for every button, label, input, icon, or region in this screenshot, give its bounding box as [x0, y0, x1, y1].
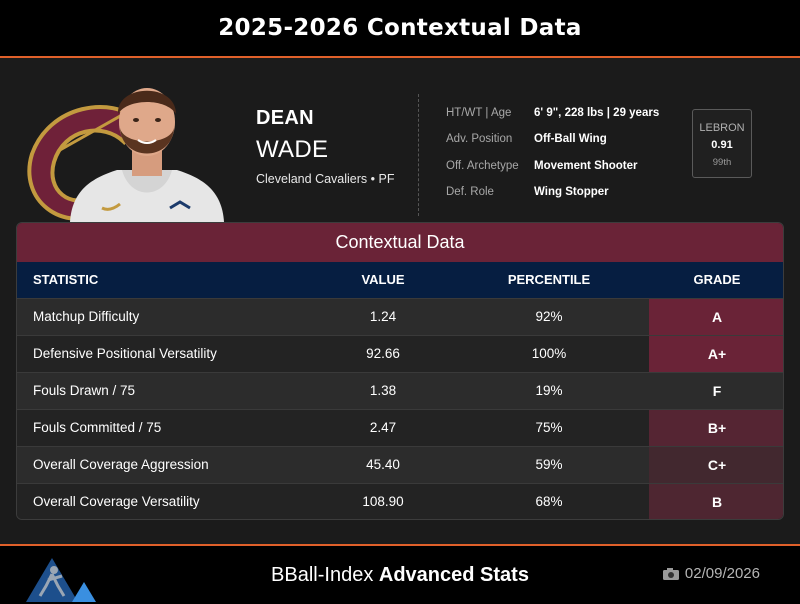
attr-value: 6' 9", 228 lbs | 29 years [534, 107, 660, 120]
brand-suffix: Advanced Stats [378, 564, 529, 586]
stats-table: STATISTIC VALUE PERCENTILE GRADE Matchup… [17, 262, 783, 519]
value-cell: 1.24 [369, 309, 397, 324]
card-title: Contextual Data [17, 223, 783, 262]
attr-value: Off-Ball Wing [534, 133, 607, 146]
percentile-cell: 92% [535, 309, 563, 324]
attr-row-def-role: Def. Role Wing Stopper [446, 179, 659, 205]
player-first-name: DEAN [256, 107, 314, 129]
table-row: Matchup Difficulty 1.24 92% A [17, 298, 783, 335]
table-row: Overall Coverage Versatility 108.90 68% … [17, 483, 783, 519]
grade-cell: B [649, 483, 783, 519]
percentile-cell: 75% [535, 420, 563, 435]
camera-icon [662, 567, 679, 580]
contextual-data-card: Contextual Data STATISTIC VALUE PERCENTI… [16, 222, 784, 520]
attr-value: Wing Stopper [534, 186, 609, 199]
table-row: Defensive Positional Versatility 92.66 1… [17, 335, 783, 372]
lebron-badge: LEBRON 0.91 99th [692, 109, 752, 178]
grade-cell: A+ [649, 335, 783, 372]
column-header-percentile: PERCENTILE [507, 272, 591, 288]
bball-index-logo-icon [26, 558, 96, 602]
attr-label: Adv. Position [446, 133, 513, 146]
value-cell: 1.38 [369, 383, 397, 398]
header-divider [418, 94, 419, 216]
table-row: Overall Coverage Aggression 45.40 59% C+ [17, 446, 783, 483]
percentile-cell: 68% [535, 494, 563, 510]
column-header-value: VALUE [361, 272, 405, 288]
attr-label: HT/WT | Age [446, 107, 512, 120]
statistic-cell: Overall Coverage Aggression [33, 457, 209, 472]
date-stamp: 02/09/2026 [662, 565, 760, 582]
attr-row-off-archetype: Off. Archetype Movement Shooter [446, 153, 659, 179]
attr-row-adv-position: Adv. Position Off-Ball Wing [446, 126, 659, 152]
statistic-cell: Fouls Committed / 75 [33, 420, 162, 435]
column-header-grade: GRADE [693, 272, 741, 288]
statistic-cell: Overall Coverage Versatility [33, 494, 200, 510]
attr-value: Movement Shooter [534, 159, 638, 172]
table-header-row: STATISTIC VALUE PERCENTILE GRADE [17, 262, 783, 298]
statistic-cell: Defensive Positional Versatility [33, 346, 217, 361]
value-cell: 2.47 [369, 420, 397, 435]
table-row: Fouls Drawn / 75 1.38 19% F [17, 372, 783, 409]
date-text: 02/09/2026 [684, 565, 760, 582]
grade-cell: F [649, 372, 783, 409]
value-cell: 108.90 [362, 494, 404, 510]
player-attributes: HT/WT | Age 6' 9", 228 lbs | 29 years Ad… [446, 100, 659, 205]
team-position: Cleveland Cavaliers • PF [256, 172, 395, 186]
top-bar: 2025-2026 Contextual Data [0, 0, 800, 58]
page-title: 2025-2026 Contextual Data [218, 15, 582, 41]
brand-prefix: BBall-Index [271, 564, 374, 586]
percentile-cell: 59% [535, 457, 563, 472]
grade-cell: C+ [649, 446, 783, 483]
lebron-label: LEBRON [699, 122, 745, 134]
column-header-statistic: STATISTIC [33, 272, 99, 288]
statistic-cell: Fouls Drawn / 75 [33, 383, 136, 398]
grade-cell: B+ [649, 409, 783, 446]
value-cell: 92.66 [366, 346, 400, 361]
percentile-cell: 19% [535, 383, 563, 398]
table-row: Fouls Committed / 75 2.47 75% B+ [17, 409, 783, 446]
player-last-name: WADE [256, 136, 329, 163]
value-cell: 45.40 [366, 457, 400, 472]
lebron-value: 0.91 [711, 139, 733, 151]
percentile-cell: 100% [531, 346, 567, 361]
attr-row-height-weight-age: HT/WT | Age 6' 9", 228 lbs | 29 years [446, 100, 659, 126]
player-header: DEAN WADE Cleveland Cavaliers • PF HT/WT… [0, 60, 800, 222]
statistic-cell: Matchup Difficulty [33, 309, 140, 324]
player-photo [70, 88, 224, 222]
brand-text: BBall-Index Advanced Stats [0, 564, 800, 587]
attr-label: Def. Role [446, 186, 494, 199]
lebron-percentile: 99th [712, 157, 732, 168]
grade-cell: A [649, 298, 783, 335]
attr-label: Off. Archetype [446, 159, 519, 172]
footer: BBall-Index Advanced Stats 02/09/2026 [0, 544, 800, 604]
